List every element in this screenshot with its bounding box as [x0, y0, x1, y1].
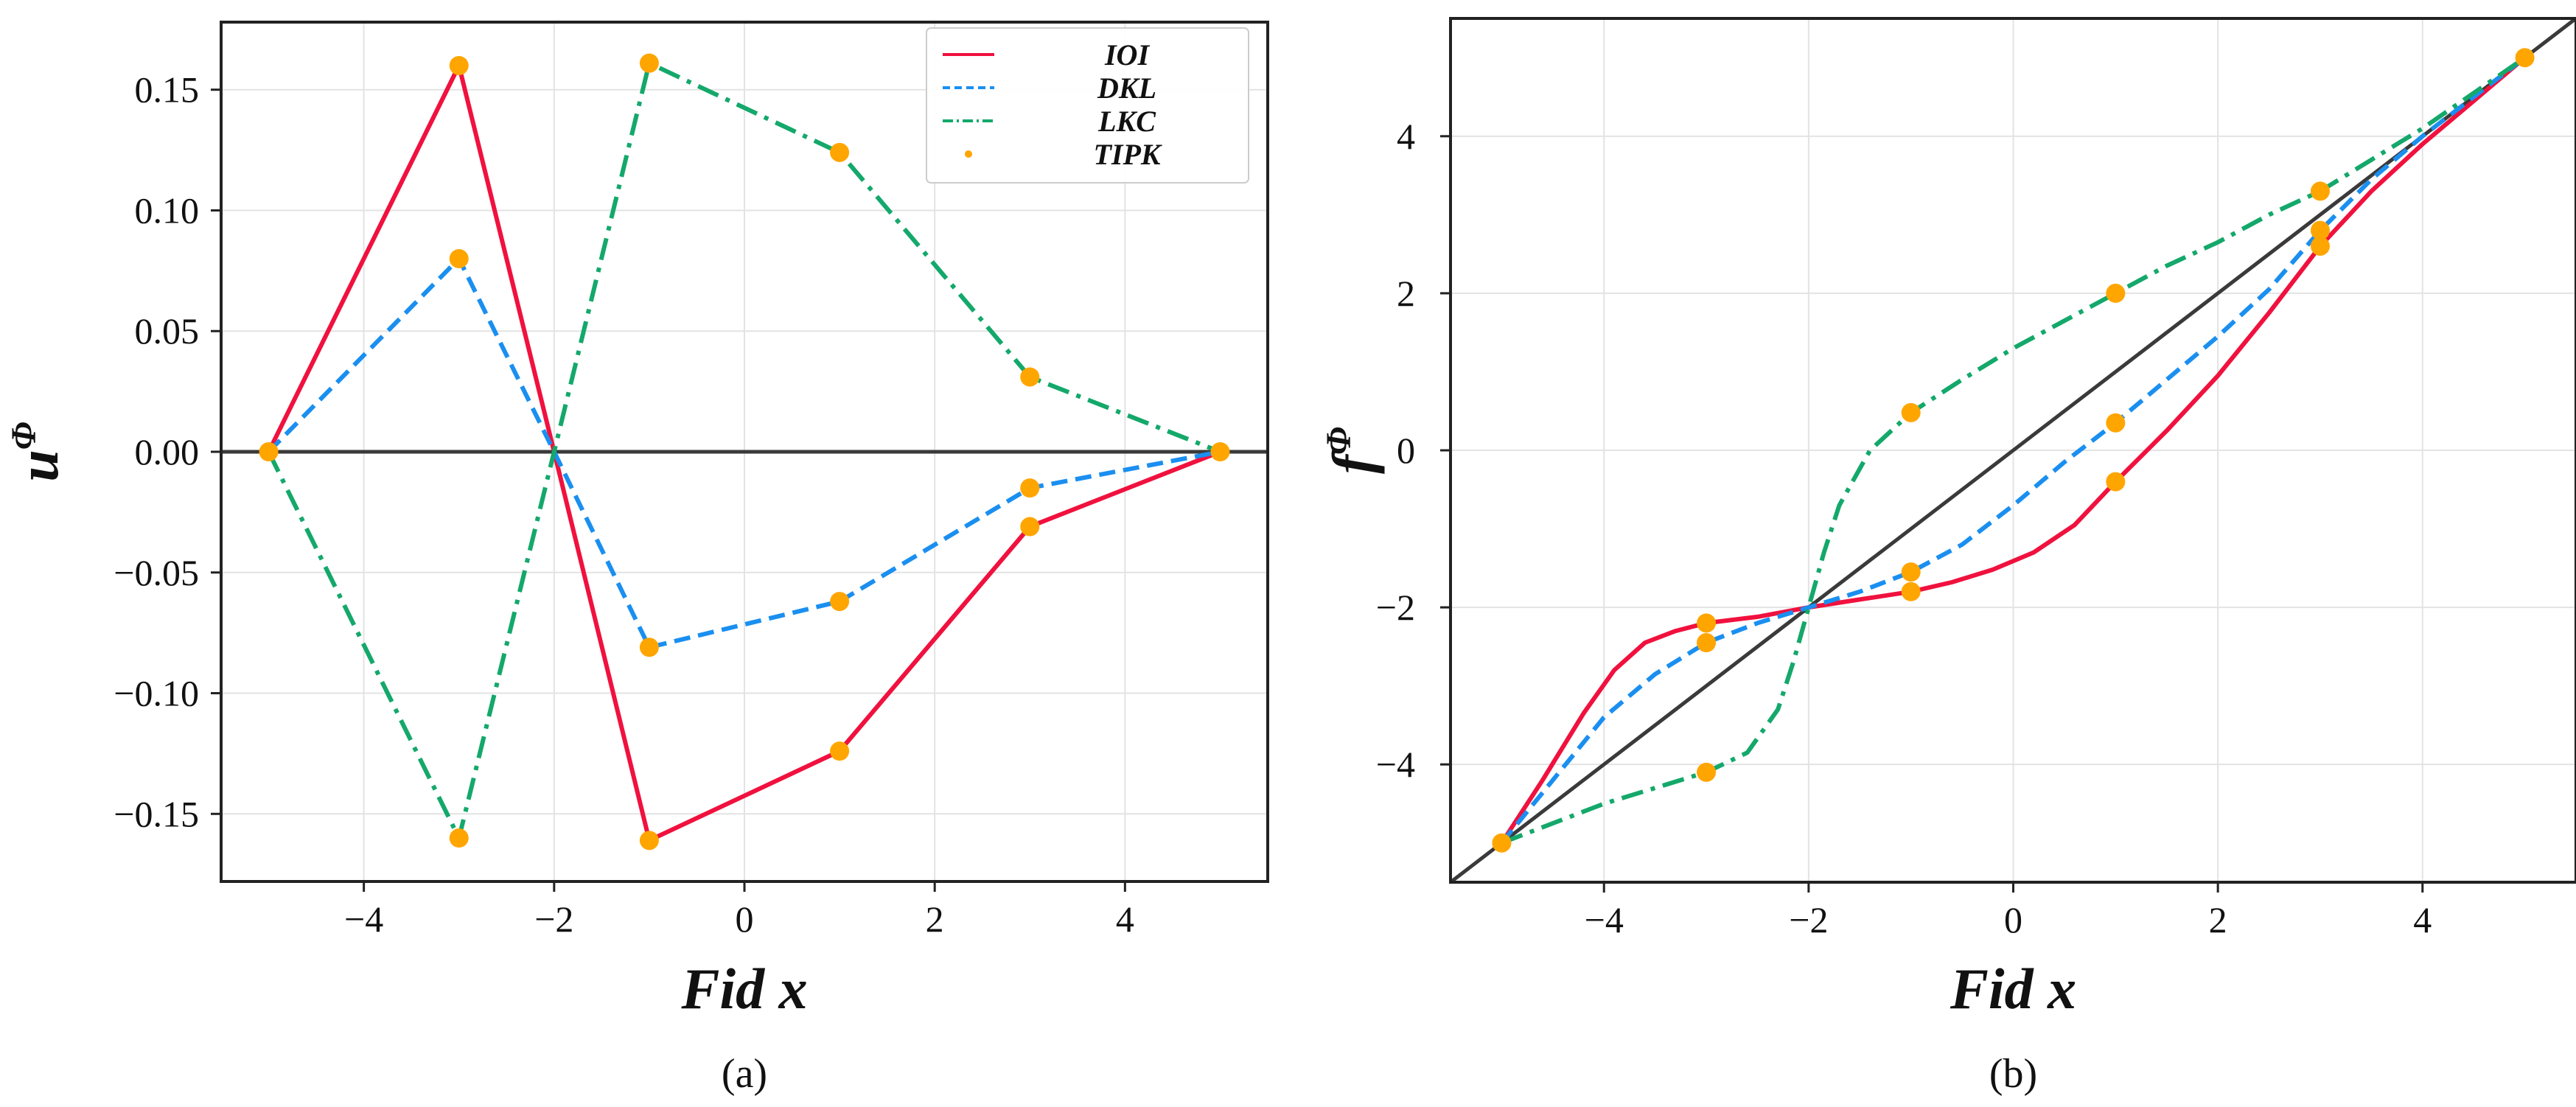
tipk-marker	[1901, 582, 1921, 601]
tipk-marker	[449, 828, 469, 848]
tipk-marker	[2310, 220, 2330, 240]
tipk-marker	[2515, 48, 2535, 68]
tipk-marker	[639, 831, 659, 851]
tipk-marker	[449, 248, 469, 268]
tipk-marker	[1210, 442, 1230, 461]
tipk-marker	[1697, 633, 1717, 653]
y-axis-label-superscript: Φ	[4, 422, 43, 450]
y-tick-label: −4	[1376, 744, 1415, 785]
y-tick-label: −2	[1376, 587, 1415, 628]
tipk-marker	[830, 592, 850, 612]
tipk-marker	[639, 53, 659, 73]
reference-line	[1451, 18, 2576, 882]
x-tick-label: 2	[2209, 899, 2227, 940]
y-axis-label-superscript: Φ	[1319, 427, 1358, 455]
x-tick-label: −2	[1789, 899, 1828, 940]
tipk-marker	[1020, 367, 1040, 387]
panel-b-chart: −4 −2 0 2 4 −4 −2 0 2 4 Fid x fΦ (b)	[1319, 17, 2576, 1097]
tipk-marker	[830, 741, 850, 761]
series-dkl-line	[1500, 55, 2527, 845]
y-axis-label: uΦ	[4, 422, 70, 481]
y-tick-label: 2	[1397, 273, 1415, 314]
legend-box	[926, 27, 1249, 184]
y-axis-label: fΦ	[1319, 427, 1385, 474]
tipk-marker	[2310, 236, 2330, 256]
y-tick-label: 0.15	[135, 69, 200, 111]
y-tick-label: 0.05	[135, 310, 200, 352]
y-tick-label: 4	[1397, 116, 1415, 157]
y-tick-label: 0.10	[135, 189, 200, 231]
tipk-marker	[2106, 472, 2126, 492]
x-axis-label: Fid x	[1950, 957, 2076, 1021]
y-tick-label: −0.05	[114, 552, 199, 593]
x-axis-label: Fid x	[680, 957, 807, 1021]
tipk-marker	[2106, 413, 2126, 433]
x-tick-label: −4	[1585, 899, 1624, 940]
x-tick-label: 0	[2004, 899, 2022, 940]
legend-lkc-label: LKC	[1097, 105, 1156, 138]
tipk-marker	[1492, 833, 1512, 853]
tipk-marker	[259, 442, 279, 461]
x-tick-label: 0	[736, 898, 754, 940]
series-ioi-line	[1499, 56, 2527, 845]
legend-dkl-label: DKL	[1097, 71, 1156, 105]
legend-ioi-label: IOI	[1104, 38, 1150, 71]
y-axis-label-main: u	[6, 450, 70, 481]
x-tick-label: −4	[344, 898, 383, 940]
legend-tipk-swatch	[965, 150, 972, 158]
tipk-marker	[1020, 517, 1040, 537]
panel-a-chart: −4 −2 0 2 4 −0.15 −0.10 −0.05 0.00 0.05 0.10 0.15 Fi…	[4, 21, 1269, 1097]
tipk-marker	[2310, 181, 2330, 201]
panel-label: (b)	[1989, 1051, 2037, 1097]
y-tick-label: 0	[1397, 430, 1415, 471]
tipk-marker	[1020, 478, 1040, 498]
tipk-marker	[449, 55, 469, 75]
x-tick-label: −2	[534, 898, 573, 940]
tipk-marker	[1901, 402, 1921, 422]
tipk-marker	[830, 142, 850, 162]
y-tick-label: −0.15	[114, 793, 199, 834]
tipk-marker	[1901, 562, 1921, 582]
tipk-marker	[2106, 283, 2126, 303]
x-tick-label: 2	[926, 898, 944, 940]
tipk-marker	[639, 638, 659, 657]
y-tick-label: −0.10	[114, 673, 199, 714]
x-tick-label: 4	[2413, 899, 2432, 940]
tipk-marker	[1697, 762, 1717, 782]
tipk-marker	[1697, 613, 1717, 633]
x-tick-label: 4	[1116, 898, 1134, 940]
legend-tipk-label: TIPK	[1093, 138, 1162, 171]
y-tick-label: 0.00	[135, 431, 200, 472]
panel-label: (a)	[722, 1051, 767, 1097]
